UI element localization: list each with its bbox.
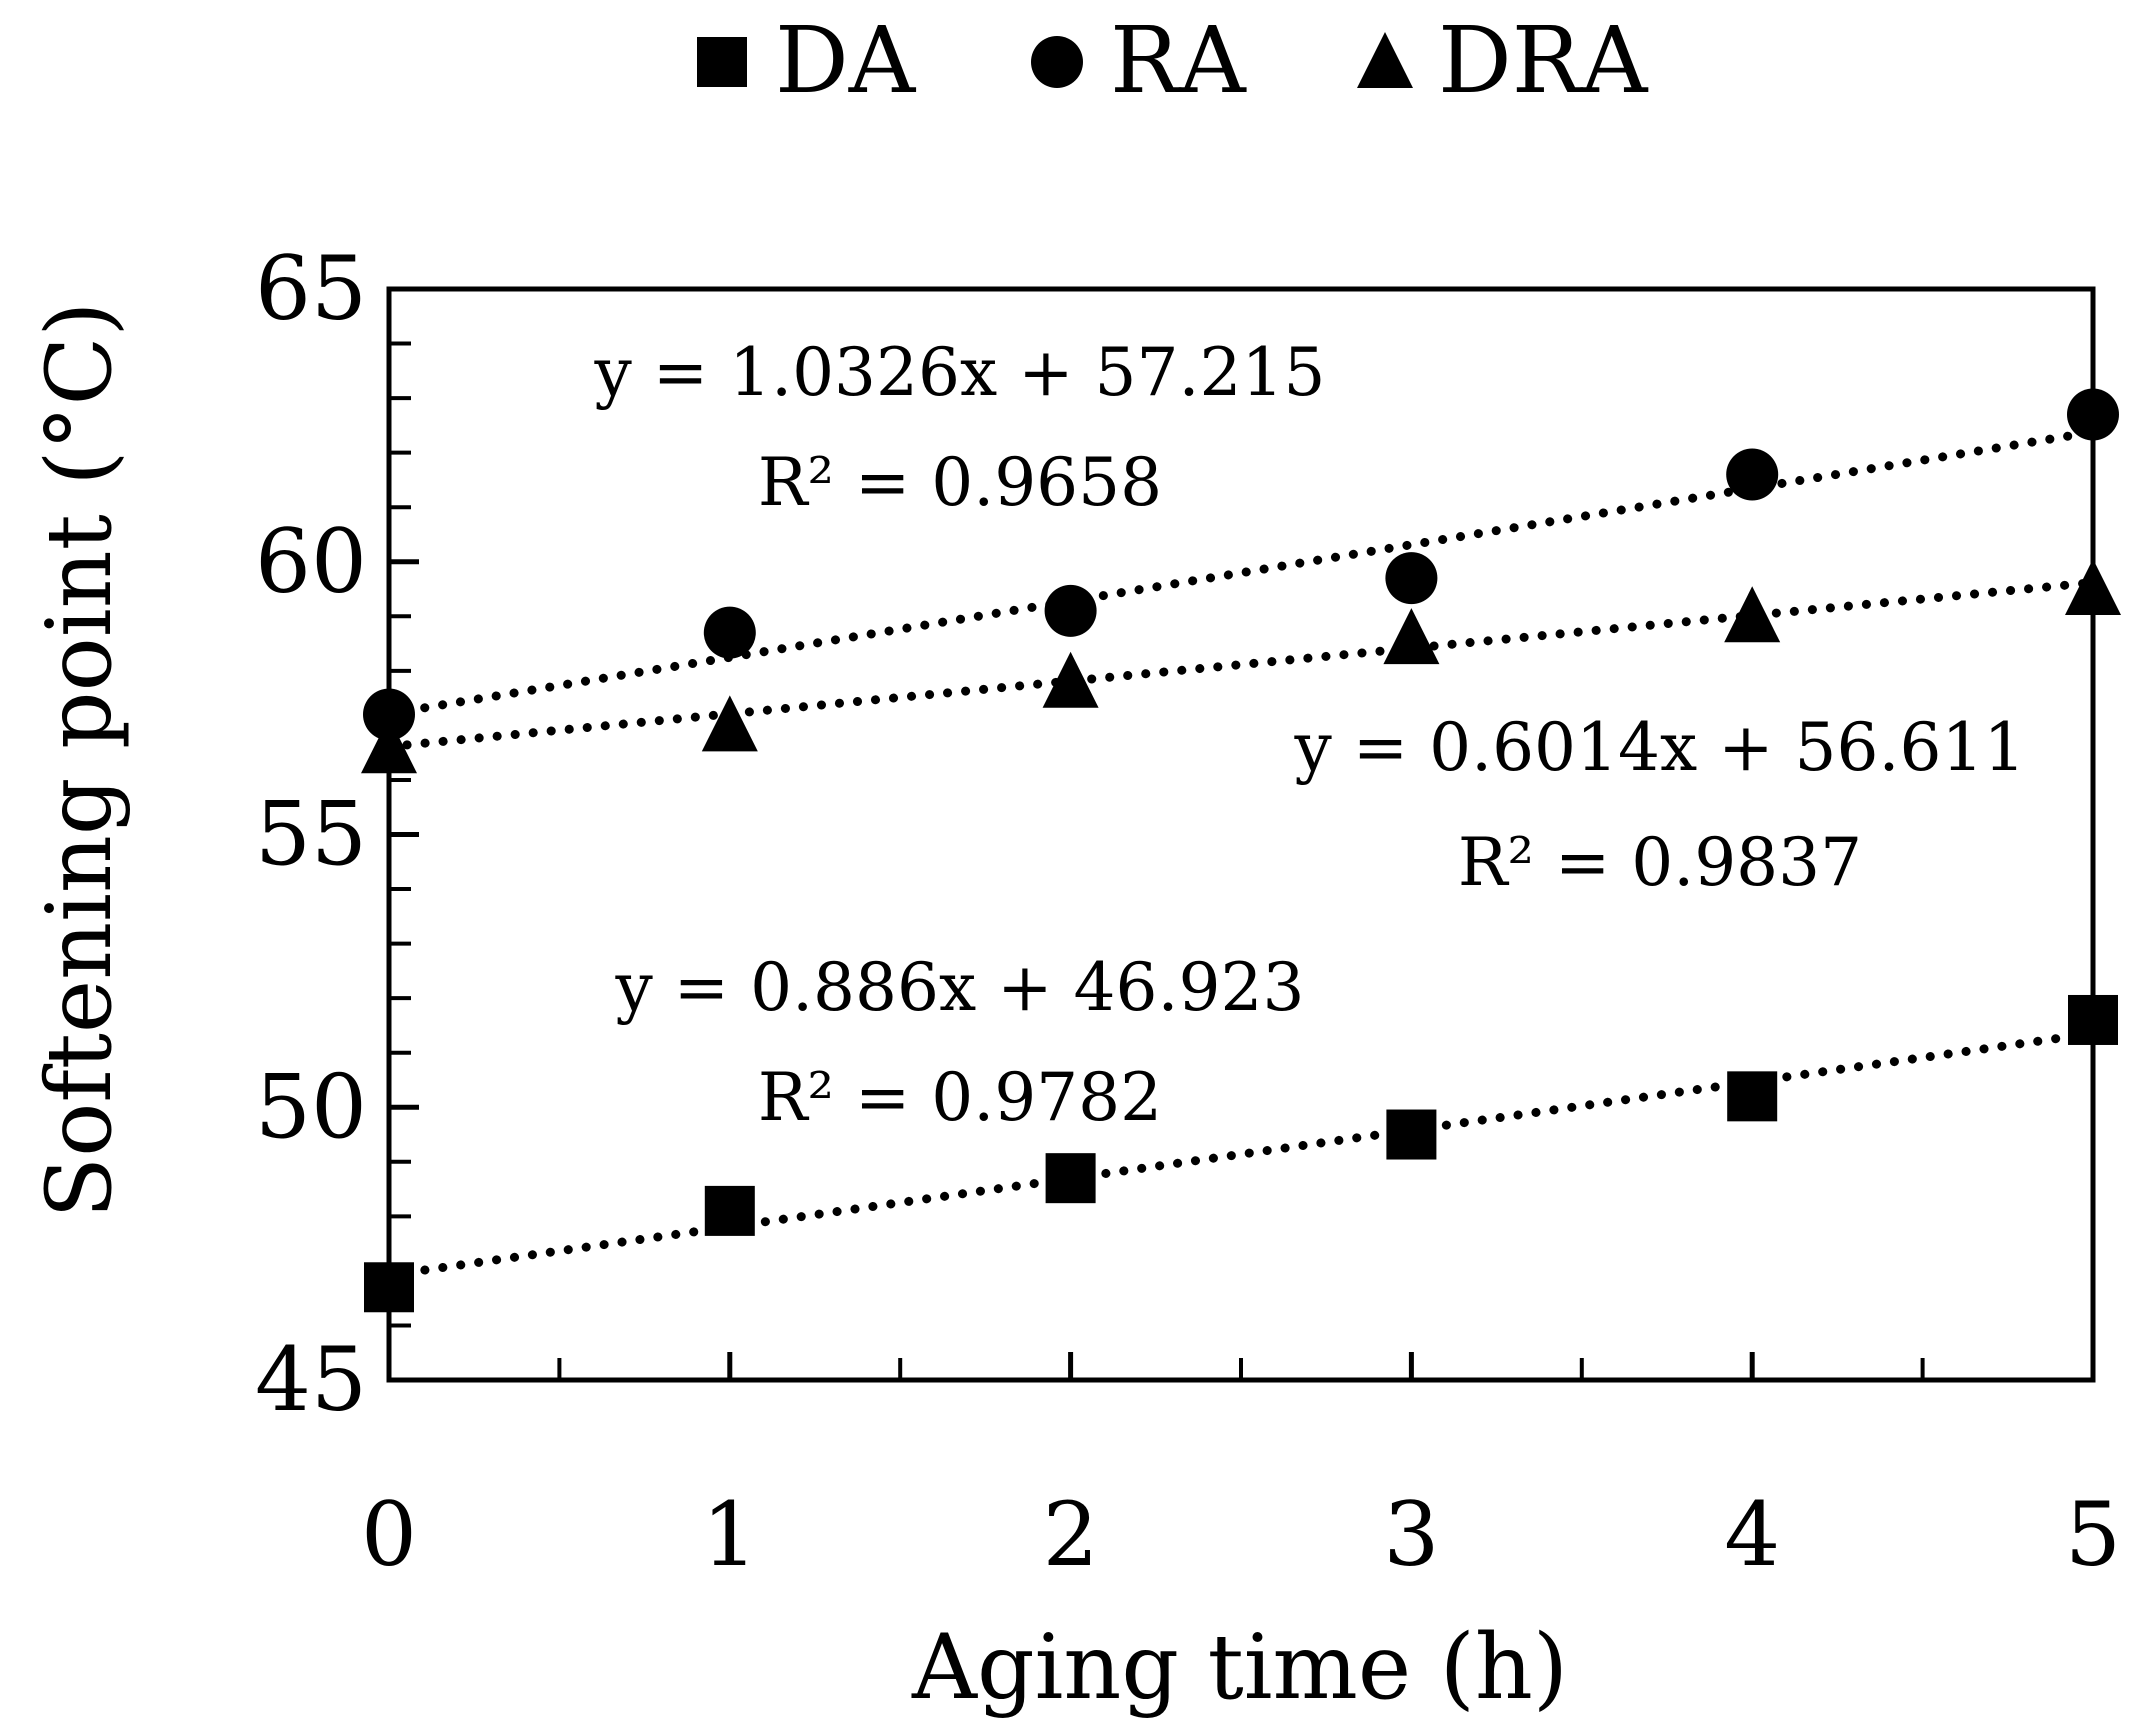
point-dra: [701, 695, 758, 752]
r-squared-dra: R² = 0.9837: [1458, 824, 1862, 901]
x-tick-label: 2: [1043, 1483, 1099, 1586]
point-da: [1727, 1071, 1778, 1122]
point-da: [1045, 1153, 1096, 1204]
equation-ra: y = 1.0326x + 57.215: [594, 334, 1326, 411]
point-ra: [1044, 584, 1097, 637]
x-axis-title: Aging time (h): [911, 1615, 1568, 1720]
legend-marker-da: [697, 37, 747, 87]
data-markers: [361, 388, 2121, 1313]
x-tick-label: 5: [2065, 1483, 2121, 1586]
trendline-annotations: y = 0.886x + 46.923 R² = 0.9782 y = 1.0326…: [594, 334, 2026, 1136]
x-tick-label: 3: [1383, 1483, 1439, 1586]
x-tick-label: 0: [361, 1483, 417, 1586]
legend-label-ra: RA: [1110, 7, 1247, 114]
point-ra: [1726, 448, 1779, 501]
y-tick-label: 60: [255, 510, 367, 613]
legend-marker-dra: [1357, 32, 1413, 88]
x-tick-label: 1: [702, 1483, 758, 1586]
point-dra: [1042, 651, 1099, 708]
trendline-da: [384, 1028, 2098, 1280]
y-tick-label: 45: [255, 1328, 367, 1431]
point-dra: [1383, 608, 1440, 665]
legend: DA RA DRA: [697, 7, 1649, 114]
legend-label-da: DA: [775, 7, 917, 114]
y-tick-label: 50: [255, 1055, 367, 1158]
trendline-dra: [384, 578, 2098, 752]
point-ra: [703, 606, 756, 659]
point-dra: [1724, 586, 1781, 643]
x-tick-label: 4: [1724, 1483, 1780, 1586]
trendline-ra: [384, 427, 2098, 719]
legend-label-dra: DRA: [1438, 7, 1649, 114]
equation-dra: y = 0.6014x + 56.611: [1294, 709, 2026, 786]
r-squared-ra: R² = 0.9658: [758, 444, 1162, 521]
y-tick-label: 55: [255, 783, 367, 886]
point-da: [1386, 1109, 1437, 1160]
point-ra: [1385, 552, 1438, 605]
trendlines: [384, 427, 2098, 1280]
equation-da: y = 0.886x + 46.923: [615, 949, 1305, 1026]
point-da: [704, 1185, 755, 1236]
r-squared-da: R² = 0.9782: [758, 1059, 1162, 1136]
legend-marker-ra: [1031, 36, 1083, 88]
y-axis-title: Softening point (°C): [27, 302, 132, 1219]
y-tick-label: 65: [255, 237, 367, 340]
